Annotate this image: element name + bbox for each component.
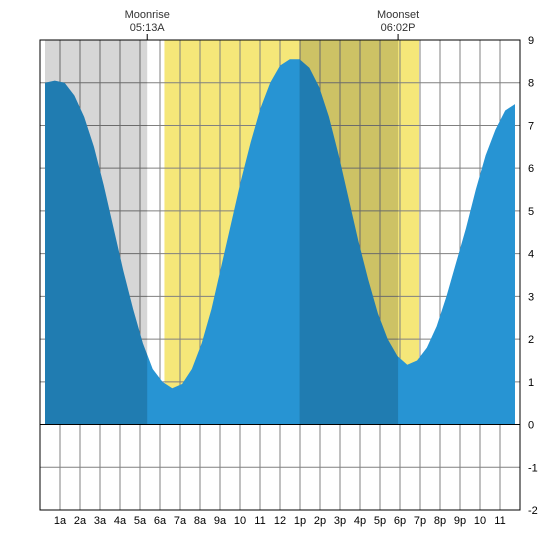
x-tick-label: 3a [94, 515, 107, 527]
x-tick-label: 1p [294, 515, 306, 527]
x-tick-label: 2p [314, 515, 326, 527]
x-tick-label: 10 [474, 515, 486, 527]
x-tick-label: 5p [374, 515, 386, 527]
x-tick-label: 6a [154, 515, 167, 527]
moonrise-time: 05:13A [130, 22, 166, 34]
y-tick-label: -1 [528, 462, 538, 474]
x-tick-label: 9a [214, 515, 227, 527]
tide-chart: { "chart":{ "type":"area", "width":550,"… [0, 0, 550, 550]
moonset-label: Moonset [377, 9, 419, 21]
moonrise-label: Moonrise [125, 9, 170, 21]
y-tick-label: 1 [528, 377, 534, 389]
x-tick-label: 7p [414, 515, 426, 527]
x-tick-label: 8p [434, 515, 446, 527]
y-tick-label: 7 [528, 120, 534, 132]
y-tick-label: 4 [528, 249, 534, 261]
chart-svg: -2-101234567891a2a3a4a5a6a7a8a9a1011121p… [0, 0, 550, 550]
y-tick-label: 9 [528, 35, 534, 47]
y-tick-label: 6 [528, 163, 534, 175]
x-tick-label: 6p [394, 515, 406, 527]
y-tick-label: 3 [528, 291, 534, 303]
moonset-time: 06:02P [381, 22, 416, 34]
x-tick-label: 4p [354, 515, 366, 527]
x-tick-label: 8a [194, 515, 207, 527]
x-tick-label: 5a [134, 515, 147, 527]
y-tick-label: 5 [528, 206, 534, 218]
y-tick-label: 2 [528, 334, 534, 346]
x-tick-label: 3p [334, 515, 346, 527]
x-tick-label: 9p [454, 515, 466, 527]
dark-band [300, 40, 399, 425]
x-tick-label: 10 [234, 515, 246, 527]
x-tick-label: 12 [274, 515, 286, 527]
y-tick-label: 8 [528, 78, 534, 90]
x-tick-label: 11 [494, 515, 505, 527]
x-tick-label: 1a [54, 515, 67, 527]
dark-band [45, 40, 147, 425]
y-tick-label: 0 [528, 420, 534, 432]
x-tick-label: 4a [114, 515, 127, 527]
x-tick-label: 11 [254, 515, 265, 527]
x-tick-label: 2a [74, 515, 87, 527]
x-tick-label: 7a [174, 515, 187, 527]
y-tick-label: -2 [528, 505, 538, 517]
